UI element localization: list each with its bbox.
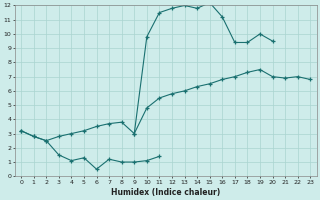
X-axis label: Humidex (Indice chaleur): Humidex (Indice chaleur) (111, 188, 220, 197)
